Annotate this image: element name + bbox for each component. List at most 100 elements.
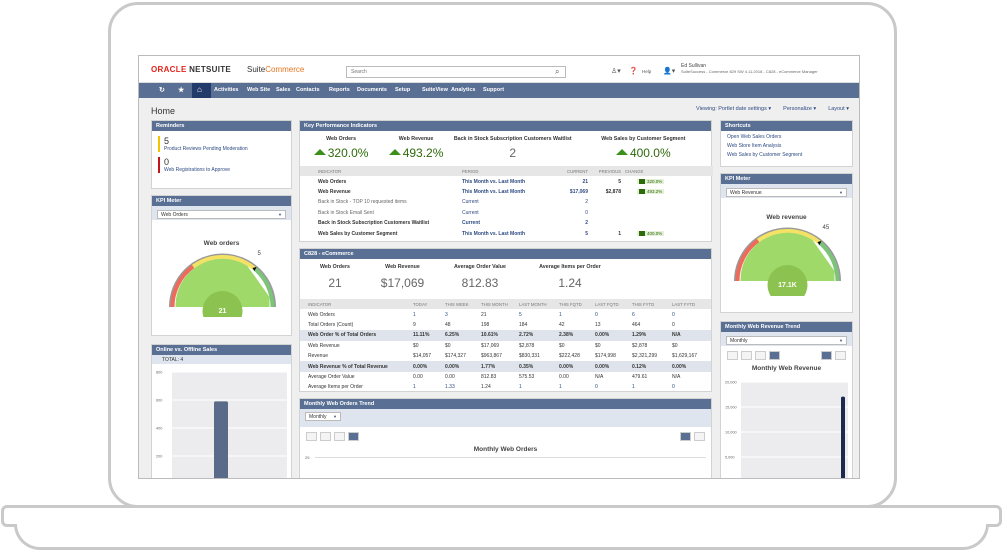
trend-line-icon[interactable] [680, 432, 691, 441]
value-cell[interactable]: 5 [519, 311, 522, 318]
period-select[interactable]: Monthly [305, 412, 341, 421]
value-cell[interactable]: 0 [672, 311, 675, 318]
value-cell[interactable]: 0 [595, 311, 598, 318]
indicator-cell: Average Items per Order [308, 384, 363, 391]
nav-item-documents[interactable]: Documents [357, 87, 387, 93]
recent-people-icon[interactable]: ♙▾ [611, 68, 621, 75]
nav-item-activities[interactable]: Activities [214, 87, 239, 93]
line-chart-icon[interactable] [320, 432, 331, 441]
current-value[interactable]: $17,069 [569, 188, 588, 195]
help-link[interactable]: Help [642, 69, 652, 74]
reminder-link[interactable]: Product Reviews Pending Moderation [164, 146, 248, 152]
bar[interactable] [214, 401, 228, 479]
kpi-tile[interactable]: Average Order Value 812.83 [435, 259, 525, 299]
user-menu[interactable]: Ed Sullivan SuiteSuccess - Commerce 829 S… [681, 63, 818, 75]
star-icon[interactable]: ★ [178, 87, 185, 94]
y-tick-label: 400 [156, 427, 162, 431]
trend-curve-icon[interactable] [694, 432, 705, 441]
period-link[interactable]: Current [462, 209, 479, 216]
trend-curve-icon[interactable] [835, 351, 846, 360]
shortcut-link[interactable]: Open Web Sales Orders [727, 134, 782, 140]
current-value[interactable]: 2 [585, 220, 588, 227]
current-value[interactable]: 21 [582, 178, 588, 185]
recent-history-icon[interactable]: ↻ [159, 87, 165, 94]
laptop-base-bottom [14, 524, 989, 550]
kpi-select[interactable]: Web Orders [157, 210, 286, 219]
total-label: TOTAL: 4 [152, 355, 291, 364]
period-select[interactable]: Monthly [726, 336, 847, 345]
value-cell[interactable]: 1 [413, 311, 416, 318]
column-chart-icon[interactable] [769, 351, 780, 360]
value-cell[interactable]: 1 [559, 384, 562, 391]
brand: ORACLE [151, 65, 187, 74]
nav-item-suiteview[interactable]: SuiteView [422, 87, 448, 93]
kpi-tile[interactable]: Web Revenue 493.2% [382, 131, 450, 166]
value-cell[interactable]: 1 [413, 384, 416, 391]
period-link[interactable]: This Month vs. Last Month [462, 230, 526, 237]
bar-horizontal-icon[interactable] [334, 432, 345, 441]
kpi-tile[interactable]: Web Orders 21 [300, 259, 370, 299]
nav-item-support[interactable]: Support [483, 87, 505, 93]
line-chart-icon[interactable] [741, 351, 752, 360]
value-cell[interactable]: 21 [481, 311, 487, 318]
bar[interactable] [841, 396, 845, 479]
current-value[interactable]: 2 [585, 199, 588, 206]
value-cell[interactable]: 1 [559, 311, 562, 318]
value-cell[interactable]: 3 [445, 311, 448, 318]
previous-value [590, 218, 623, 228]
table-row: Web Revenue % of Total Revenue 0.00% 0.00%… [300, 361, 711, 372]
kpi-tile[interactable]: Web Revenue $17,069 [370, 259, 435, 299]
nav-item-web-site[interactable]: Web Site [247, 87, 271, 93]
home-tab[interactable]: ⌂ [192, 83, 211, 98]
gauge-target: 45 [823, 225, 830, 231]
current-value[interactable]: 5 [585, 230, 588, 237]
nav-item-reports[interactable]: Reports [329, 87, 350, 93]
shortcut-link[interactable]: Web Sales by Customer Segment [727, 152, 803, 158]
help-icon[interactable]: ❓ [629, 68, 638, 75]
kpi-tile[interactable]: Web Sales by Customer Segment 400.0% [576, 131, 711, 166]
kpi-tile[interactable]: Average Items per Order 1.24 [525, 259, 615, 299]
period-link[interactable]: This Month vs. Last Month [462, 178, 526, 185]
nav-item-analytics[interactable]: Analytics [451, 87, 476, 93]
value-cell[interactable]: 6 [632, 311, 635, 318]
personalize-dropdown[interactable]: Personalize ▾ [783, 106, 817, 112]
change-value: 320.0% [647, 178, 663, 184]
period-link[interactable]: Current [462, 220, 481, 227]
value-cell: 11.11% [411, 330, 443, 341]
area-chart-icon[interactable] [727, 351, 738, 360]
area-chart-icon[interactable] [306, 432, 317, 441]
kpi-select[interactable]: Web Revenue [726, 188, 847, 197]
value-cell[interactable]: 1 [519, 384, 522, 391]
shortcut-link[interactable]: Web Store Item Analysis [727, 143, 782, 149]
layout-dropdown[interactable]: Layout ▾ [828, 106, 849, 112]
period-link[interactable]: Current [462, 199, 479, 206]
value-cell[interactable]: 0 [595, 384, 598, 391]
value-cell[interactable]: 1 [632, 384, 635, 391]
kpi-tile[interactable]: Web Orders 320.0% [300, 131, 382, 166]
kpi-tile[interactable]: Back in Stock Subscription Customers Wai… [450, 131, 576, 166]
nav-item-contacts[interactable]: Contacts [296, 87, 320, 93]
value-cell[interactable]: 1.24 [481, 384, 491, 391]
search-icon[interactable]: ⌕ [555, 67, 560, 76]
trend-line-icon[interactable] [821, 351, 832, 360]
user-avatar-icon[interactable]: 👤▾ [663, 68, 676, 75]
period-link[interactable]: This Month vs. Last Month [462, 188, 526, 195]
value-cell[interactable]: 1.33 [445, 384, 455, 391]
viewing-dropdown[interactable]: Viewing: Portlet date settings ▾ [696, 106, 772, 112]
gauge-title: Web orders [203, 240, 240, 247]
reminder-item[interactable]: 5 Product Reviews Pending Moderation [158, 136, 285, 152]
gauge-target: 5 [258, 251, 262, 257]
nav-item-setup[interactable]: Setup [395, 87, 411, 93]
oracle-netsuite-logo[interactable]: ORACLE NETSUITE [151, 65, 231, 74]
bar-horizontal-icon[interactable] [755, 351, 766, 360]
table-row: Back in Stock - TOP 10 requested items Cu… [300, 197, 713, 207]
nav-item-sales[interactable]: Sales [276, 87, 291, 93]
portlet-title: KPI Meter [152, 196, 291, 206]
reminder-item[interactable]: 0 Web Registrations to Approve [158, 157, 285, 173]
value-cell: 575.53 [519, 373, 535, 380]
reminder-link[interactable]: Web Registrations to Approve [164, 167, 231, 173]
search-input[interactable] [346, 66, 566, 78]
column-chart-icon[interactable] [348, 432, 359, 441]
current-value[interactable]: 0 [585, 209, 588, 216]
value-cell[interactable]: 0 [672, 384, 675, 391]
